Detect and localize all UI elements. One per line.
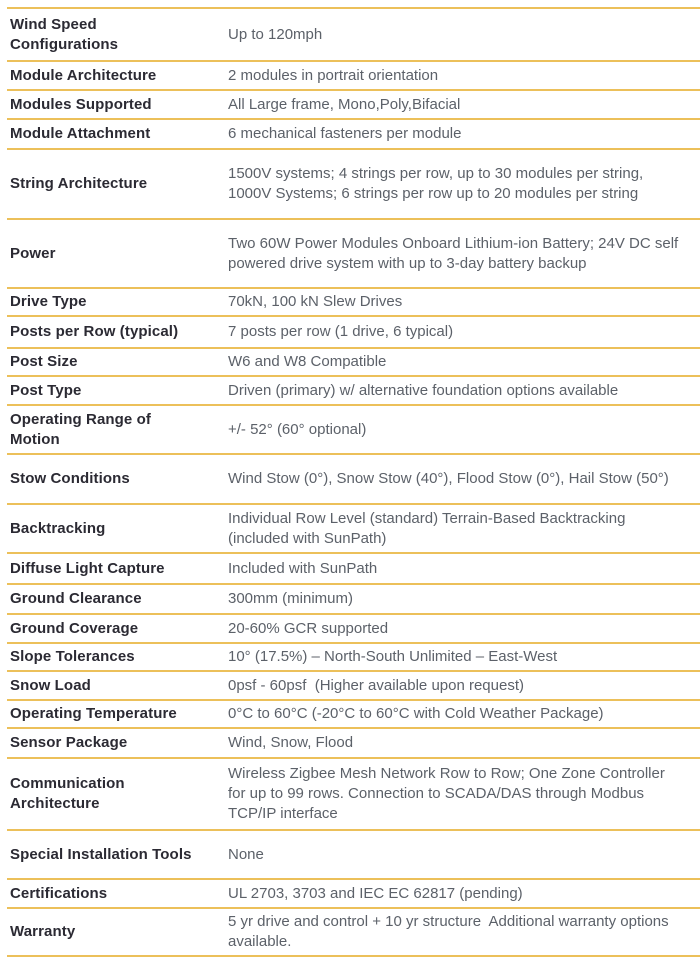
spec-value: 0°C to 60°C (-20°C to 60°C with Cold Wea… — [228, 705, 604, 722]
spec-row-post-size: Post Size W6 and W8 Compatible — [7, 349, 700, 377]
spec-value: Two 60W Power Modules Onboard Lithium-io… — [228, 234, 683, 272]
spec-row-operating-range: Operating Range of Motion +/- 52° (60° o… — [7, 406, 700, 455]
spec-label: Backtracking — [10, 519, 106, 537]
spec-value: None — [228, 845, 264, 863]
spec-label: Operating Range of Motion — [10, 410, 151, 448]
spec-row-special-installation-tools: Special Installation Tools None — [7, 831, 700, 880]
spec-label: Sensor Package — [10, 734, 128, 751]
spec-value: 300mm (minimum) — [228, 590, 354, 607]
spec-row-drive-type: Drive Type 70kN, 100 kN Slew Drives — [7, 289, 700, 317]
spec-label: Warranty — [10, 923, 76, 940]
spec-row-posts-per-row: Posts per Row (typical) 7 posts per row … — [7, 317, 700, 349]
spec-row-string-architecture: String Architecture 1500V systems; 4 str… — [7, 150, 700, 220]
spec-table: Wind Speed Configurations Up to 120mph M… — [7, 7, 700, 957]
spec-label: Posts per Row (typical) — [10, 323, 179, 340]
spec-label: Stow Conditions — [10, 470, 130, 487]
spec-label: Post Size — [10, 353, 78, 370]
spec-row-module-attachment: Module Attachment 6 mechanical fasteners… — [7, 120, 700, 150]
spec-label: Special Installation Tools — [10, 845, 192, 863]
spec-value: Wind, Snow, Flood — [228, 734, 354, 751]
spec-label: Power — [10, 244, 56, 262]
spec-value: +/- 52° (60° optional) — [228, 420, 367, 438]
spec-value: W6 and W8 Compatible — [228, 353, 387, 370]
spec-value: UL 2703, 3703 and IEC EC 62817 (pending) — [228, 884, 523, 902]
spec-row-wind-speed: Wind Speed Configurations Up to 120mph — [7, 9, 700, 62]
spec-row-slope-tolerances: Slope Tolerances 10° (17.5%) – North-Sou… — [7, 644, 700, 672]
spec-value: 0psf - 60psf (Higher available upon requ… — [228, 676, 525, 694]
spec-value: Wind Stow (0°), Snow Stow (40°), Flood S… — [228, 470, 669, 487]
spec-row-stow-conditions: Stow Conditions Wind Stow (0°), Snow Sto… — [7, 455, 700, 505]
spec-value: 20-60% GCR supported — [228, 619, 389, 637]
spec-value: Individual Row Level (standard) Terrain-… — [228, 509, 630, 547]
spec-row-power: Power Two 60W Power Modules Onboard Lith… — [7, 220, 700, 289]
spec-row-snow-load: Snow Load 0psf - 60psf (Higher available… — [7, 672, 700, 701]
spec-value: Wireless Zigbee Mesh Network Row to Row;… — [228, 765, 669, 822]
spec-row-backtracking: Backtracking Individual Row Level (stand… — [7, 505, 700, 554]
spec-row-post-type: Post Type Driven (primary) w/ alternativ… — [7, 377, 700, 406]
spec-value: 7 posts per row (1 drive, 6 typical) — [228, 323, 454, 340]
spec-row-operating-temperature: Operating Temperature 0°C to 60°C (-20°C… — [7, 701, 700, 729]
spec-row-module-architecture: Module Architecture 2 modules in portrai… — [7, 62, 700, 91]
spec-value: Driven (primary) w/ alternative foundati… — [228, 381, 619, 399]
spec-label: Module Architecture — [10, 66, 157, 84]
spec-label: Communication Architecture — [10, 775, 125, 812]
spec-row-ground-coverage: Ground Coverage 20-60% GCR supported — [7, 615, 700, 644]
spec-value: 6 mechanical fasteners per module — [228, 125, 462, 142]
spec-row-diffuse-light: Diffuse Light Capture Included with SunP… — [7, 554, 700, 585]
spec-label: Module Attachment — [10, 125, 151, 142]
spec-label: Ground Coverage — [10, 619, 139, 637]
spec-row-ground-clearance: Ground Clearance 300mm (minimum) — [7, 585, 700, 615]
spec-label: Drive Type — [10, 293, 87, 310]
spec-value: 5 yr drive and control + 10 yr structure… — [228, 913, 673, 950]
spec-label: Operating Temperature — [10, 705, 177, 722]
spec-value: 2 modules in portrait orientation — [228, 66, 439, 84]
spec-label: Wind Speed Configurations — [10, 15, 119, 53]
spec-value: Included with SunPath — [228, 559, 378, 577]
spec-value: 10° (17.5%) – North-South Unlimited – Ea… — [228, 648, 558, 665]
spec-row-modules-supported: Modules Supported All Large frame, Mono,… — [7, 91, 700, 120]
spec-value: 70kN, 100 kN Slew Drives — [228, 293, 403, 310]
spec-label: Post Type — [10, 381, 82, 399]
spec-value: Up to 120mph — [228, 25, 323, 43]
spec-value: 1500V systems; 4 strings per row, up to … — [228, 165, 648, 202]
spec-label: Certifications — [10, 884, 108, 902]
spec-value: All Large frame, Mono,Poly,Bifacial — [228, 95, 461, 113]
spec-row-sensor-package: Sensor Package Wind, Snow, Flood — [7, 729, 700, 759]
spec-label: Diffuse Light Capture — [10, 559, 165, 577]
spec-label: Slope Tolerances — [10, 648, 135, 665]
spec-label: Snow Load — [10, 676, 91, 694]
spec-label: String Architecture — [10, 175, 148, 192]
spec-row-communication-architecture: Communication Architecture Wireless Zigb… — [7, 759, 700, 831]
spec-label: Ground Clearance — [10, 590, 142, 607]
spec-row-certifications: Certifications UL 2703, 3703 and IEC EC … — [7, 880, 700, 909]
spec-row-warranty: Warranty 5 yr drive and control + 10 yr … — [7, 909, 700, 957]
spec-label: Modules Supported — [10, 95, 152, 113]
